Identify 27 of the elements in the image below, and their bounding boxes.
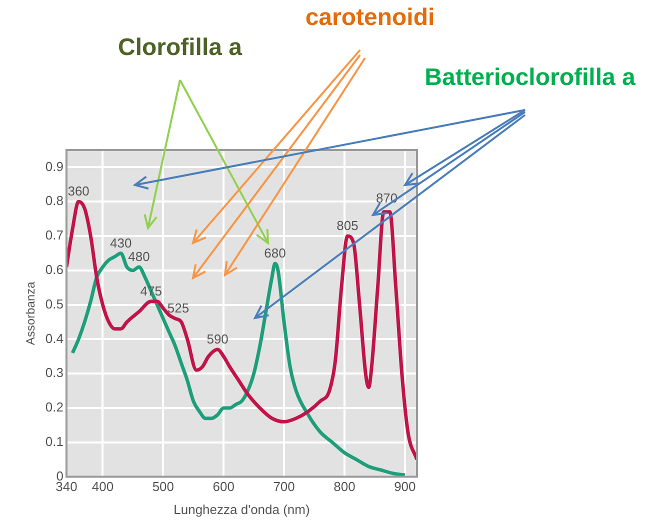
y-tick-label: 0.2: [45, 400, 64, 415]
y-tick-label: 0.3: [45, 365, 64, 380]
annotation: 525: [167, 300, 190, 316]
annotation: 590: [206, 332, 228, 347]
x-tick-label: 700: [273, 479, 295, 494]
x-tick-label: 600: [212, 479, 234, 494]
annotation: 805: [336, 218, 358, 234]
x-tick-label: 500: [152, 479, 174, 494]
x-tick-label: 800: [334, 479, 356, 494]
text: Batterioclorofilla a: [424, 64, 636, 92]
y-tick-label: 0.1: [45, 434, 64, 449]
y-tick-label: 0.9: [45, 158, 64, 174]
y-axis-title: Assorbanza: [24, 281, 38, 346]
x-axis-title: Lunghezza d'onda (nm): [174, 502, 310, 517]
y-tick-label: 0.4: [45, 330, 64, 346]
text: Clorofilla a: [118, 34, 242, 62]
x-tick-label: 900: [394, 479, 416, 494]
x-tick-label: 400: [92, 479, 114, 494]
annotation: 360: [68, 184, 90, 199]
annotation: 680: [264, 246, 286, 261]
y-tick-label: 0.5: [45, 296, 64, 312]
y-tick-label: 0.6: [45, 262, 64, 277]
y-tick-label: 0.7: [45, 228, 64, 243]
annotation: 480: [128, 249, 150, 264]
text: carotenoidi: [305, 4, 435, 32]
y-tick-label: 0.8: [45, 193, 64, 208]
annotation: 430: [110, 235, 132, 250]
